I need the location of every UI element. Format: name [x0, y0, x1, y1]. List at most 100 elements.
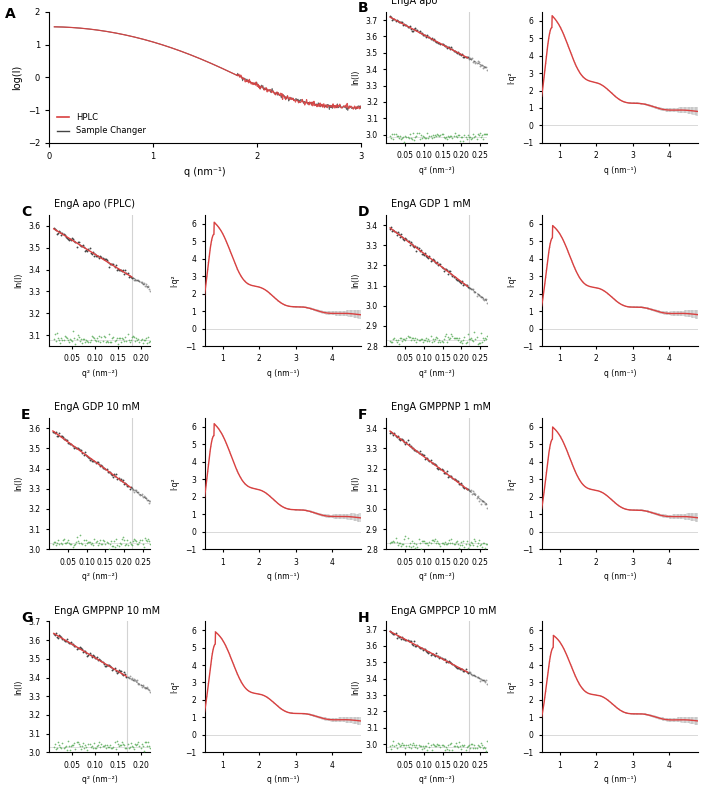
Point [67, 638, 79, 651]
Point [100, 335, 112, 348]
Point [125, 481, 136, 493]
Point [472, 128, 483, 141]
Point [77, 240, 88, 253]
Point [69, 640, 81, 653]
Text: H: H [358, 611, 369, 625]
Point [409, 331, 420, 344]
Point [460, 482, 471, 495]
Point [108, 741, 119, 753]
Point [77, 447, 88, 459]
Point [404, 635, 416, 648]
Point [402, 131, 413, 143]
Point [461, 665, 472, 678]
Point [440, 538, 451, 550]
Point [126, 740, 138, 752]
Point [462, 51, 473, 64]
Point [113, 331, 124, 344]
Point [440, 262, 451, 275]
Point [107, 664, 118, 676]
Point [99, 535, 110, 547]
Point [99, 252, 110, 265]
Point [456, 276, 467, 289]
Point [416, 642, 428, 654]
Point [84, 536, 95, 549]
Point [136, 333, 147, 345]
Point [99, 738, 110, 751]
Point [105, 258, 117, 271]
Point [403, 437, 414, 450]
Point [475, 539, 486, 551]
Point [467, 668, 478, 681]
Point [110, 743, 121, 756]
Point [426, 533, 437, 546]
Point [117, 533, 128, 546]
Point [442, 41, 453, 54]
Point [430, 537, 442, 550]
Point [475, 337, 486, 349]
Point [111, 735, 122, 748]
Point [403, 235, 414, 248]
Point [387, 535, 398, 548]
Point [459, 739, 470, 752]
Point [473, 740, 484, 752]
Point [58, 228, 69, 241]
Point [479, 741, 491, 754]
Point [53, 629, 65, 642]
Point [414, 445, 425, 458]
Point [423, 646, 434, 659]
Point [81, 536, 93, 549]
Point [453, 275, 465, 287]
Point [61, 231, 72, 244]
Point [67, 638, 78, 650]
Point [462, 280, 473, 293]
Point [387, 427, 398, 440]
Point [414, 245, 425, 257]
Point [439, 262, 451, 275]
Point [479, 537, 490, 550]
Point [121, 480, 133, 493]
Point [47, 425, 58, 438]
Point [390, 333, 401, 346]
Point [65, 438, 76, 451]
Point [131, 538, 143, 550]
Point [453, 128, 465, 141]
Point [387, 224, 398, 237]
Point [121, 267, 132, 280]
Point [74, 529, 86, 542]
Point [395, 133, 406, 146]
Point [423, 737, 434, 749]
Point [57, 737, 68, 750]
Point [81, 650, 93, 663]
Point [475, 538, 486, 550]
Point [88, 737, 100, 749]
Point [74, 537, 85, 550]
Point [468, 485, 479, 497]
Point [385, 334, 396, 347]
Point [79, 245, 91, 257]
Point [420, 250, 432, 263]
Point [479, 294, 490, 307]
Point [388, 133, 399, 146]
Point [391, 130, 402, 143]
Point [129, 534, 140, 546]
Point [460, 337, 471, 349]
Point [427, 737, 438, 750]
Point [123, 479, 134, 492]
Point [102, 336, 114, 348]
Point [112, 737, 124, 750]
Point [88, 650, 100, 663]
Point [127, 674, 138, 687]
Point [49, 737, 60, 750]
Point [481, 293, 492, 306]
Y-axis label: ln(I): ln(I) [351, 476, 360, 491]
Point [131, 332, 142, 345]
Point [435, 257, 446, 270]
Point [122, 738, 133, 751]
Point [397, 737, 408, 749]
Point [65, 740, 77, 752]
Point [418, 29, 430, 42]
Point [442, 655, 453, 668]
Point [420, 643, 431, 656]
Point [463, 483, 475, 496]
Point [117, 475, 128, 488]
